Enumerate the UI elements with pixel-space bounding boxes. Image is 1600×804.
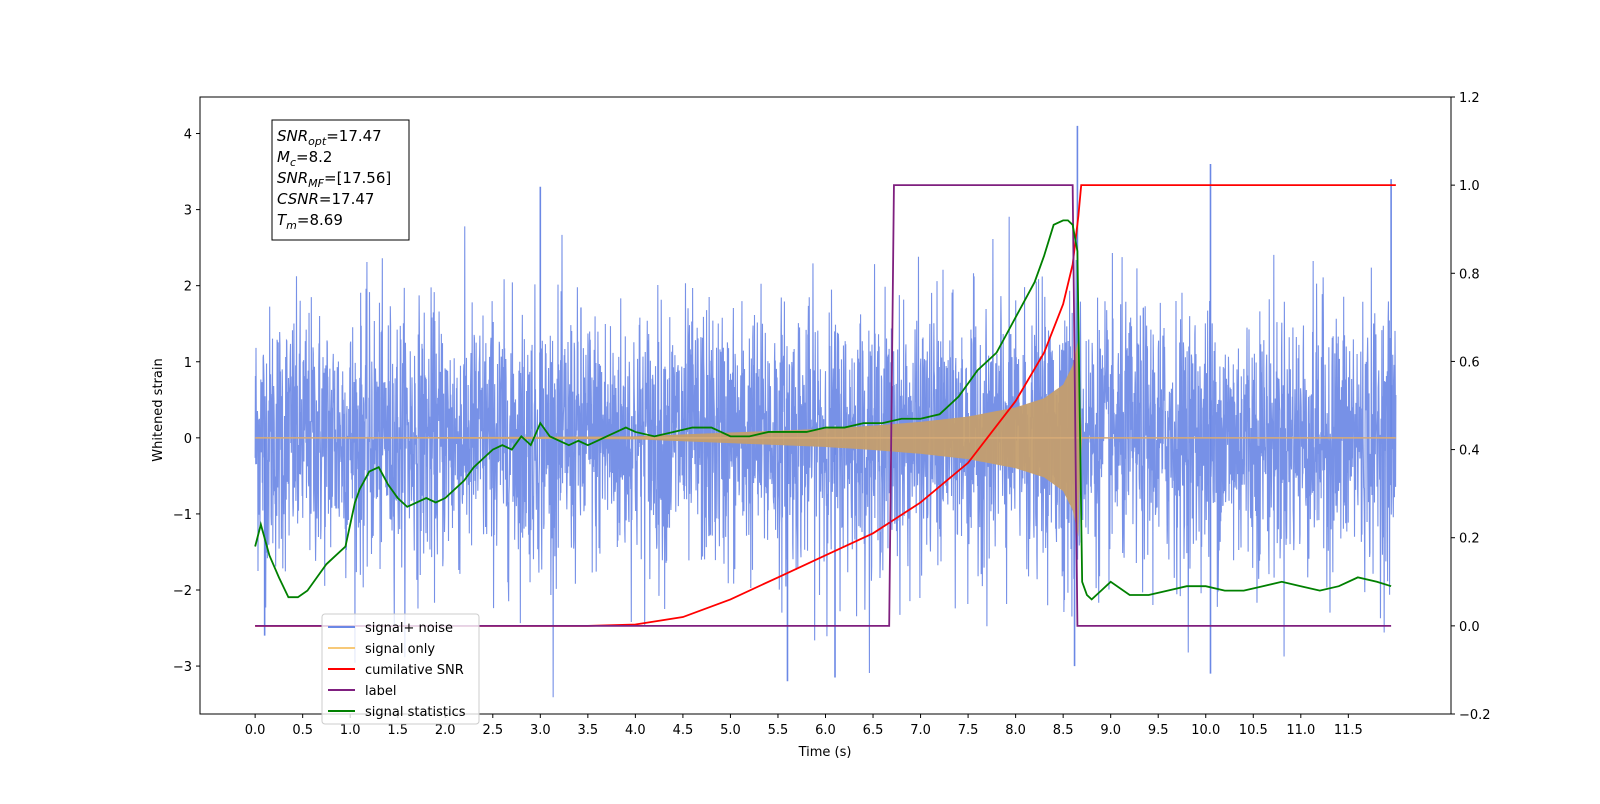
y-right-tick-label: 1.2 <box>1459 91 1480 106</box>
x-tick-label: 4.5 <box>673 723 694 738</box>
y-axis-label-left: Whitened strain <box>151 358 166 461</box>
x-tick-label: 3.5 <box>578 723 599 738</box>
series-cumilative-snr <box>255 184 1396 627</box>
x-tick-label: 11.5 <box>1334 723 1363 738</box>
y-left-tick-label: 4 <box>184 128 192 143</box>
legend: signal+ noise signal only cumilative SNR la… <box>321 613 480 725</box>
x-tick-label: 2.5 <box>482 723 503 738</box>
annotation-frame <box>271 119 410 241</box>
x-axis-label: Time (s) <box>798 745 852 760</box>
legend-label: signal statistics <box>365 705 466 720</box>
x-tick-label: 9.0 <box>1100 723 1121 738</box>
y-axis-right: −0.2 0.0 0.2 0.4 0.6 0.8 1.0 1.2 <box>1451 91 1491 723</box>
x-tick-label: 10.5 <box>1239 723 1268 738</box>
y-right-tick-label: 0.6 <box>1459 355 1480 370</box>
x-tick-label: 0.0 <box>245 723 266 738</box>
x-tick-label: 2.0 <box>435 723 456 738</box>
annotation-line: CSNR=17.47 <box>277 190 374 208</box>
annotation-box: SNRopt=17.47Mc=8.2SNRMF=[17.56]CSNR=17.4… <box>271 119 410 241</box>
x-tick-label: 4.0 <box>625 723 646 738</box>
y-left-tick-label: 0 <box>184 432 192 447</box>
x-tick-label: 8.5 <box>1053 723 1074 738</box>
x-axis: 0.0 0.5 1.0 1.5 2.0 2.5 3.0 3.5 4.0 4.5 5.0 5.5 6.0 6… <box>245 714 1363 738</box>
x-tick-label: 1.5 <box>387 723 408 738</box>
series-signal-statistics <box>254 219 1392 601</box>
y-right-tick-label: 0.2 <box>1459 532 1480 547</box>
y-left-tick-label: −1 <box>173 508 192 523</box>
annotation-line: SNRopt=17.47 <box>277 127 382 148</box>
x-tick-label: 9.5 <box>1148 723 1169 738</box>
legend-frame <box>321 613 480 725</box>
x-tick-label: 10.0 <box>1191 723 1220 738</box>
y-right-tick-label: 1.0 <box>1459 179 1480 194</box>
series-label <box>255 184 1392 627</box>
x-tick-label: 11.0 <box>1286 723 1315 738</box>
y-left-tick-label: 1 <box>184 356 192 371</box>
y-right-tick-label: 0.4 <box>1459 444 1480 459</box>
legend-label: cumilative SNR <box>365 663 464 678</box>
x-tick-label: 5.0 <box>720 723 741 738</box>
plot-layer <box>254 125 1397 698</box>
x-tick-label: 3.0 <box>530 723 551 738</box>
x-tick-label: 6.5 <box>863 723 884 738</box>
legend-label: label <box>365 684 396 699</box>
annotation-line: Tm=8.69 <box>277 211 343 232</box>
annotation-line: Mc=8.2 <box>277 148 332 169</box>
y-right-tick-label: −0.2 <box>1459 708 1491 723</box>
legend-label: signal only <box>365 642 435 657</box>
y-right-tick-label: 0.8 <box>1459 267 1480 282</box>
series-signal-plus-noise <box>254 216 1397 698</box>
x-tick-label: 6.0 <box>815 723 836 738</box>
y-right-tick-label: 0.0 <box>1459 620 1480 635</box>
x-tick-label: 1.0 <box>340 723 361 738</box>
x-tick-label: 7.0 <box>910 723 931 738</box>
y-axis-left: −3 −2 −1 0 1 2 3 4 <box>173 128 200 675</box>
annotation-line: SNRMF=[17.56] <box>277 169 391 190</box>
y-left-tick-label: −3 <box>173 660 192 675</box>
y-left-tick-label: 3 <box>184 204 192 219</box>
x-tick-label: 8.0 <box>1005 723 1026 738</box>
x-tick-label: 5.5 <box>768 723 789 738</box>
x-tick-label: 0.5 <box>292 723 313 738</box>
y-left-tick-label: −2 <box>173 584 192 599</box>
y-left-tick-label: 2 <box>184 280 192 295</box>
legend-label: signal+ noise <box>365 621 453 636</box>
x-tick-label: 7.5 <box>958 723 979 738</box>
